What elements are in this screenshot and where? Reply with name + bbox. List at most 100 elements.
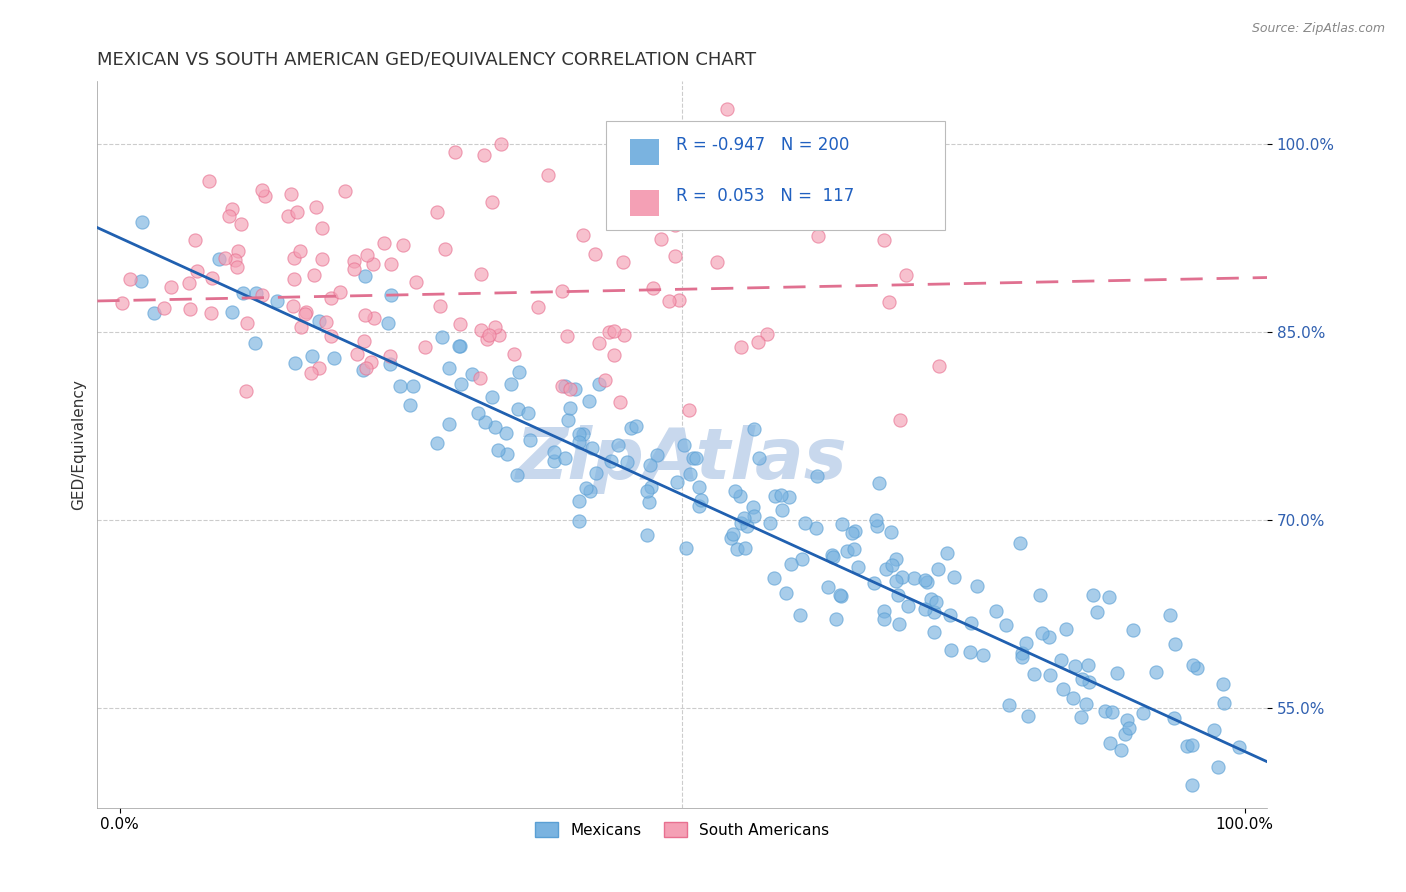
Point <box>235 384 257 398</box>
Point <box>283 356 305 370</box>
Point <box>207 252 229 267</box>
Point <box>506 467 529 482</box>
Point <box>501 376 523 391</box>
Point <box>1017 708 1039 723</box>
Point <box>1076 697 1098 711</box>
Point <box>392 238 415 252</box>
Point <box>477 332 499 346</box>
Point <box>770 488 793 502</box>
Point <box>517 406 540 420</box>
Point <box>226 260 249 274</box>
Point <box>558 383 581 397</box>
Text: R =  0.053   N =  117: R = 0.053 N = 117 <box>676 186 855 204</box>
Point <box>131 215 153 229</box>
Point <box>1008 536 1031 550</box>
FancyBboxPatch shape <box>630 139 659 165</box>
Point <box>1015 636 1038 650</box>
Point <box>609 394 631 409</box>
Point <box>186 264 208 278</box>
Point <box>1094 704 1116 718</box>
Point <box>343 261 366 276</box>
Point <box>142 306 165 320</box>
Point <box>872 611 894 625</box>
Point <box>285 204 308 219</box>
Point <box>543 445 565 459</box>
Point <box>308 361 330 376</box>
Point <box>583 247 606 261</box>
Point <box>664 219 686 233</box>
Point <box>915 574 938 589</box>
Point <box>489 137 512 152</box>
Point <box>640 480 662 494</box>
Point <box>581 442 603 456</box>
Point <box>1029 588 1052 602</box>
Point <box>481 391 503 405</box>
Point <box>768 209 790 223</box>
Point <box>756 327 779 342</box>
Point <box>232 286 254 301</box>
Point <box>960 615 983 630</box>
Point <box>924 594 946 608</box>
Point <box>658 171 681 186</box>
Point <box>1164 637 1187 651</box>
Point <box>536 168 558 182</box>
Point <box>1062 690 1084 705</box>
Point <box>735 518 758 533</box>
Point <box>543 454 565 468</box>
Point <box>939 643 962 657</box>
Point <box>319 291 342 305</box>
Point <box>388 379 411 393</box>
Point <box>224 252 246 267</box>
Point <box>638 458 661 472</box>
Y-axis label: GED/Equivalency: GED/Equivalency <box>72 379 86 510</box>
Point <box>333 184 356 198</box>
Point <box>1050 653 1073 667</box>
Point <box>434 243 457 257</box>
Point <box>650 231 672 245</box>
Point <box>221 304 243 318</box>
Point <box>603 348 626 362</box>
Point <box>922 624 945 639</box>
Point <box>430 330 453 344</box>
Point <box>636 483 658 498</box>
Point <box>1064 659 1087 673</box>
Point <box>474 416 496 430</box>
Point <box>675 541 697 555</box>
Point <box>807 228 830 243</box>
Point <box>598 326 620 340</box>
Point <box>763 571 786 585</box>
Point <box>773 198 796 212</box>
Point <box>747 334 769 349</box>
Legend: Mexicans, South Americans: Mexicans, South Americans <box>529 815 835 844</box>
Point <box>425 436 447 450</box>
Point <box>402 379 425 393</box>
Point <box>782 197 804 211</box>
Point <box>972 648 994 662</box>
Point <box>378 349 401 363</box>
Point <box>352 363 374 377</box>
Point <box>831 517 853 532</box>
Point <box>486 443 509 458</box>
Point <box>1212 677 1234 691</box>
Point <box>830 589 852 603</box>
Point <box>1039 668 1062 682</box>
Point <box>398 398 420 412</box>
Point <box>1022 666 1045 681</box>
Point <box>450 377 472 392</box>
Point <box>721 526 744 541</box>
Point <box>1175 739 1198 754</box>
Point <box>793 516 815 531</box>
Point <box>889 617 911 632</box>
Point <box>377 316 399 330</box>
Point <box>887 588 910 602</box>
Point <box>444 145 467 160</box>
Point <box>588 377 610 392</box>
Point <box>613 327 636 342</box>
Point <box>283 271 305 285</box>
Point <box>1181 779 1204 793</box>
Point <box>118 272 141 286</box>
Point <box>939 608 962 623</box>
Point <box>353 334 375 348</box>
Point <box>218 209 240 223</box>
Point <box>226 244 249 259</box>
